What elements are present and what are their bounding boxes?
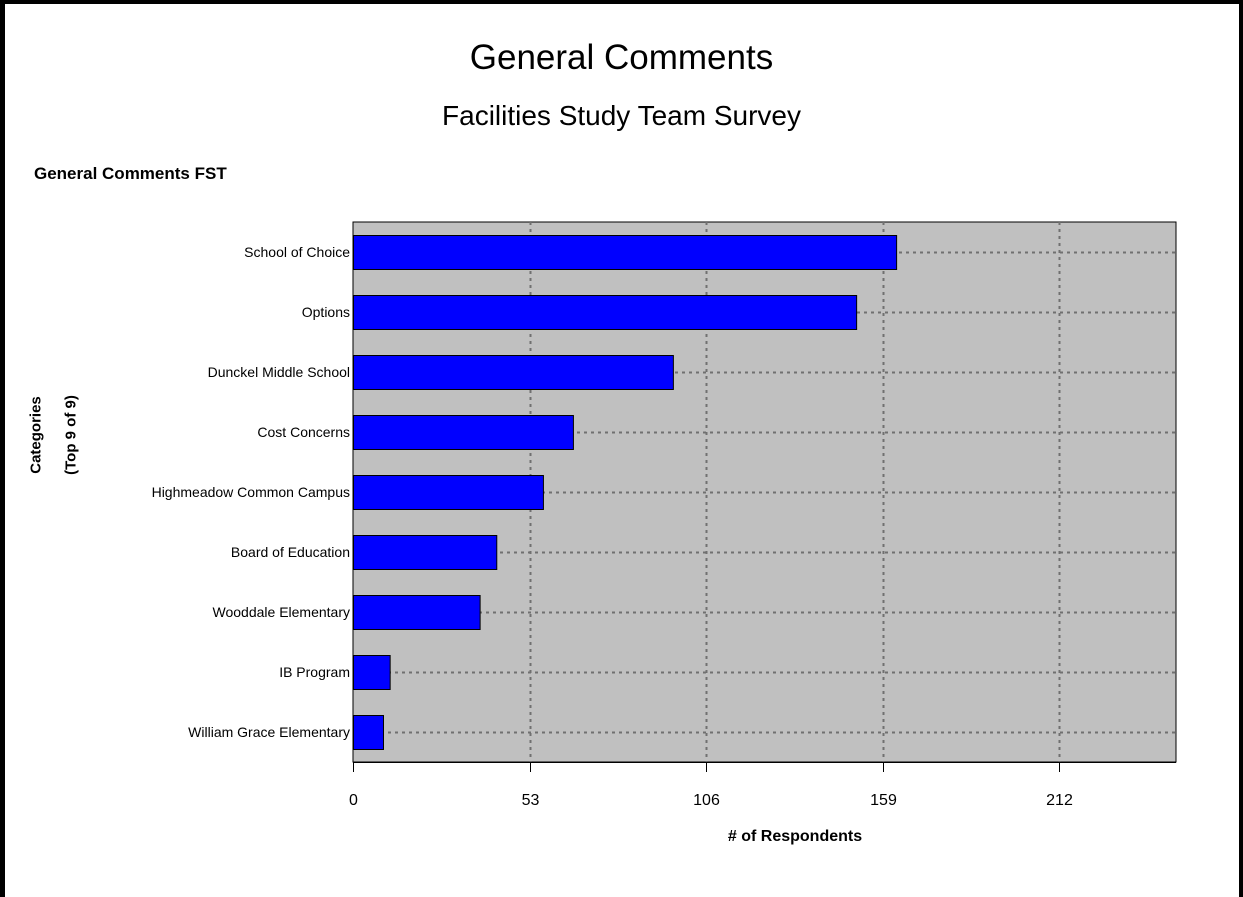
category-label: IB Program xyxy=(279,664,350,680)
x-tick-label: 106 xyxy=(693,792,720,809)
category-label: School of Choice xyxy=(244,244,350,260)
bar xyxy=(353,235,898,270)
bars xyxy=(353,235,898,750)
category-label: Cost Concerns xyxy=(257,424,350,440)
bar xyxy=(353,355,674,390)
bar xyxy=(353,415,574,450)
category-label: Wooddale Elementary xyxy=(213,604,350,620)
x-tick-label: 0 xyxy=(349,792,358,809)
category-label: Board of Education xyxy=(231,544,350,560)
bar xyxy=(353,535,498,570)
chart-subtitle: Facilities Study Team Survey xyxy=(442,100,801,131)
y-axis-label-line-1: Categories xyxy=(27,396,45,474)
bar xyxy=(353,475,544,510)
section-label: General Comments FST xyxy=(34,164,227,183)
x-axis: 0 53 106 159 212 xyxy=(349,762,1176,809)
category-label: Options xyxy=(302,304,350,320)
x-tick-label: 159 xyxy=(870,792,897,809)
category-label: Highmeadow Common Campus xyxy=(152,484,350,500)
chart-title: General Comments xyxy=(469,38,774,77)
bar xyxy=(353,655,391,690)
bar xyxy=(353,595,481,630)
y-axis-label-line-2: (Top 9 of 9) xyxy=(62,395,80,475)
category-label: William Grace Elementary xyxy=(188,724,350,740)
x-tick-label: 212 xyxy=(1046,792,1073,809)
x-axis-label: # of Respondents xyxy=(727,828,863,845)
x-tick-label: 53 xyxy=(522,792,540,809)
bar xyxy=(353,715,384,750)
bar xyxy=(353,295,858,330)
grid-lines xyxy=(353,222,1176,762)
category-labels: School of Choice Options Dunckel Middle Sc… xyxy=(152,244,351,740)
category-label: Dunckel Middle School xyxy=(208,364,350,380)
